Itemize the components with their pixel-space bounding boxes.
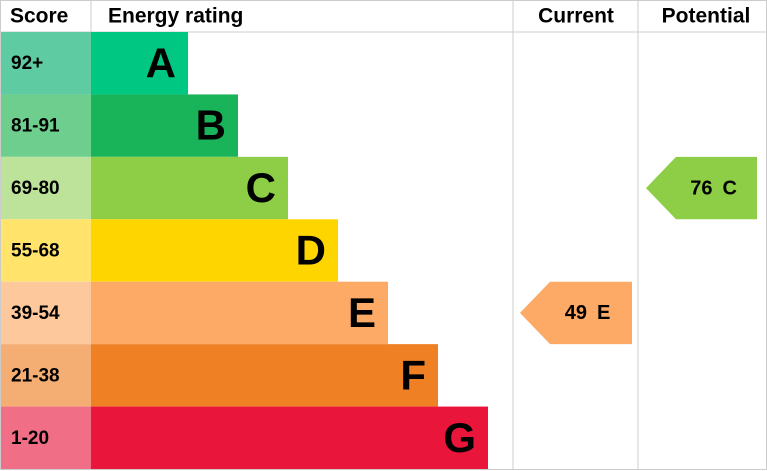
score-cell <box>1 344 91 407</box>
score-cell <box>1 281 91 345</box>
score-cell <box>1 94 91 157</box>
score-label: 55-68 <box>11 241 60 262</box>
score-cell <box>1 32 91 95</box>
band-letter: A <box>146 39 176 86</box>
current-letter: E <box>597 302 610 324</box>
score-label: 21-38 <box>11 365 60 386</box>
score-label: 69-80 <box>11 178 60 199</box>
band-letter: G <box>443 414 476 461</box>
rating-bar <box>91 156 288 220</box>
band-letter: E <box>348 289 376 336</box>
header-current: Current <box>538 5 614 28</box>
potential-value: 76 <box>690 177 712 199</box>
score-label: 81-91 <box>11 116 60 137</box>
rating-bar <box>91 344 438 407</box>
band-letter: B <box>196 102 226 149</box>
rating-bar <box>91 281 388 345</box>
current-arrow <box>520 281 632 345</box>
score-label: 92+ <box>11 53 43 74</box>
rating-bar <box>91 94 238 157</box>
score-label: 39-54 <box>11 303 60 324</box>
score-cell <box>1 219 91 282</box>
score-cell <box>1 156 91 220</box>
band-letter: C <box>246 164 276 211</box>
rating-bar <box>91 32 188 95</box>
header-rating: Energy rating <box>108 5 243 28</box>
rating-bar <box>91 406 488 469</box>
score-label: 1-20 <box>11 428 49 449</box>
band-letter: D <box>296 227 326 274</box>
header-score: Score <box>10 5 68 28</box>
potential-letter: C <box>723 177 737 199</box>
band-letter: F <box>400 351 426 398</box>
score-cell <box>1 406 91 469</box>
rating-bar <box>91 219 338 282</box>
potential-arrow <box>646 156 757 220</box>
current-value: 49 <box>565 302 587 324</box>
header-potential: Potential <box>662 5 751 28</box>
